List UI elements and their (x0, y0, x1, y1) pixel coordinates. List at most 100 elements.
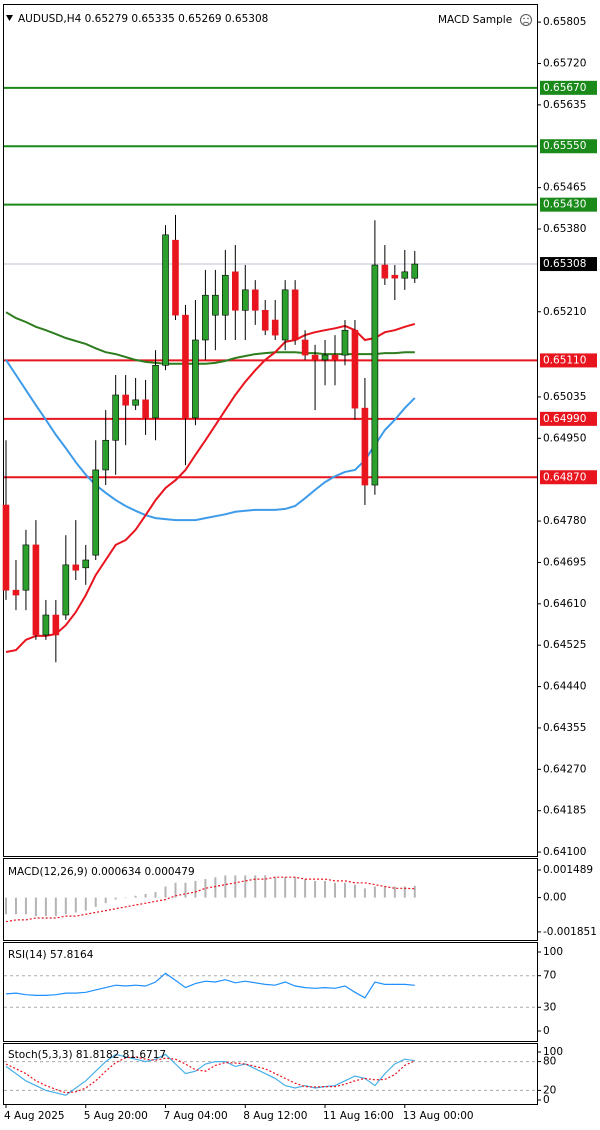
macd-bar (214, 877, 217, 898)
last-price-box (540, 257, 597, 272)
macd-bar (194, 880, 197, 898)
macd-bar (174, 882, 177, 898)
pane-title: MACD(12,26,9) 0.000634 0.000479 (8, 866, 195, 878)
candle-body (192, 339, 199, 419)
level-label-box (540, 411, 597, 426)
macd-bar (224, 875, 227, 898)
y-tick-label: 70 (543, 970, 556, 982)
macd-bar (5, 897, 7, 915)
candle-body (351, 329, 359, 409)
y-tick-label: 0.65380 (543, 223, 586, 235)
y-tick-label: 0.64270 (543, 763, 586, 775)
macd-bar (44, 897, 47, 917)
candle-body (62, 564, 70, 616)
macd-bar (234, 875, 237, 898)
y-tick-label: 0.64100 (543, 846, 586, 858)
macd-bar (413, 885, 416, 898)
y-tick-label: 20 (543, 1084, 556, 1096)
macd-bar (184, 882, 187, 898)
y-tick-label: 0.001489 (543, 864, 593, 876)
macd-bar (164, 886, 167, 898)
y-tick-label: 0.65720 (543, 57, 586, 69)
candle-body (22, 544, 30, 591)
macd-bar (363, 888, 366, 898)
level-label-box (540, 80, 597, 95)
y-tick-label: 0.65465 (543, 182, 586, 194)
level-label: 0.65110 (543, 354, 586, 366)
y-tick-label: 0.64355 (543, 722, 586, 734)
macd-bar (393, 886, 396, 898)
macd-bar (334, 882, 337, 898)
y-tick-label: 0.65210 (543, 306, 586, 318)
y-tick-label: 80 (543, 1056, 556, 1068)
y-tick-label: 0.65035 (543, 391, 586, 403)
macd-bar (244, 875, 247, 898)
y-tick-label: 0.64185 (543, 805, 586, 817)
candle-body (301, 339, 309, 356)
candle-body (401, 271, 409, 279)
level-label: 0.65670 (543, 82, 586, 94)
level-label-box (540, 197, 597, 212)
macd-bar (154, 892, 157, 898)
candle-body (271, 319, 279, 336)
candle-body (122, 394, 129, 406)
candle-body (381, 264, 389, 279)
macd-bar (383, 886, 386, 898)
macd-bar (304, 879, 307, 898)
level-label-box (540, 353, 597, 368)
candle-body (172, 239, 179, 316)
x-tick-label: 4 Aug 2025 (4, 1110, 65, 1122)
candle-body (132, 399, 139, 406)
candle-body (2, 504, 10, 591)
x-tick-label: 13 Aug 00:00 (403, 1110, 474, 1122)
candle-body (212, 294, 219, 316)
last-price-label: 0.65308 (543, 258, 586, 270)
macd-pane-frame (3, 858, 538, 941)
candle-body (411, 263, 419, 279)
candle-body (391, 274, 399, 279)
y-tick-label: 0 (543, 1094, 550, 1106)
moving-average (5, 359, 416, 522)
candle-body (142, 399, 149, 419)
level-label: 0.64990 (543, 413, 586, 425)
candle-body (361, 407, 369, 486)
macd-bar (114, 897, 117, 900)
rsi-pane-frame (3, 942, 538, 1042)
pane-title: Stoch(5,3,3) 81.8182 81.6717 (8, 1049, 166, 1061)
candle-body (241, 289, 249, 311)
macd-bar (34, 897, 37, 917)
macd-bar (74, 897, 77, 913)
candle-body (72, 564, 80, 571)
y-tick-label: -0.001851 (543, 926, 597, 938)
x-tick-label: 8 Aug 12:00 (243, 1110, 307, 1122)
macd-bar (14, 897, 17, 915)
candle-body (281, 289, 289, 341)
candle-body (32, 544, 40, 636)
candle-body (42, 614, 50, 636)
candle-body (371, 264, 379, 486)
y-tick-label: 0.64780 (543, 515, 586, 527)
macd-bar (204, 879, 207, 898)
candle-body (12, 589, 20, 596)
expert-icon (520, 14, 532, 26)
indicator-line (5, 972, 415, 999)
y-tick-label: 100 (543, 1046, 563, 1058)
y-tick-label: 0 (543, 1025, 550, 1037)
macd-bar (24, 897, 27, 915)
level-label-box (540, 470, 597, 485)
candle-body (251, 289, 259, 311)
macd-bar (124, 897, 127, 899)
macd-bar (314, 880, 317, 898)
indicator-line (5, 1053, 415, 1096)
candle-body (341, 329, 349, 356)
macd-bar (284, 877, 287, 898)
y-tick-label: 0.00 (543, 892, 566, 904)
macd-bar (144, 893, 147, 898)
indicator-line (5, 876, 415, 923)
macd-bar (54, 897, 57, 917)
y-tick-label: 0.64695 (543, 556, 586, 568)
chart-title: AUDUSD,H4 0.65279 0.65335 0.65269 0.6530… (18, 13, 268, 25)
macd-bar (274, 877, 277, 898)
